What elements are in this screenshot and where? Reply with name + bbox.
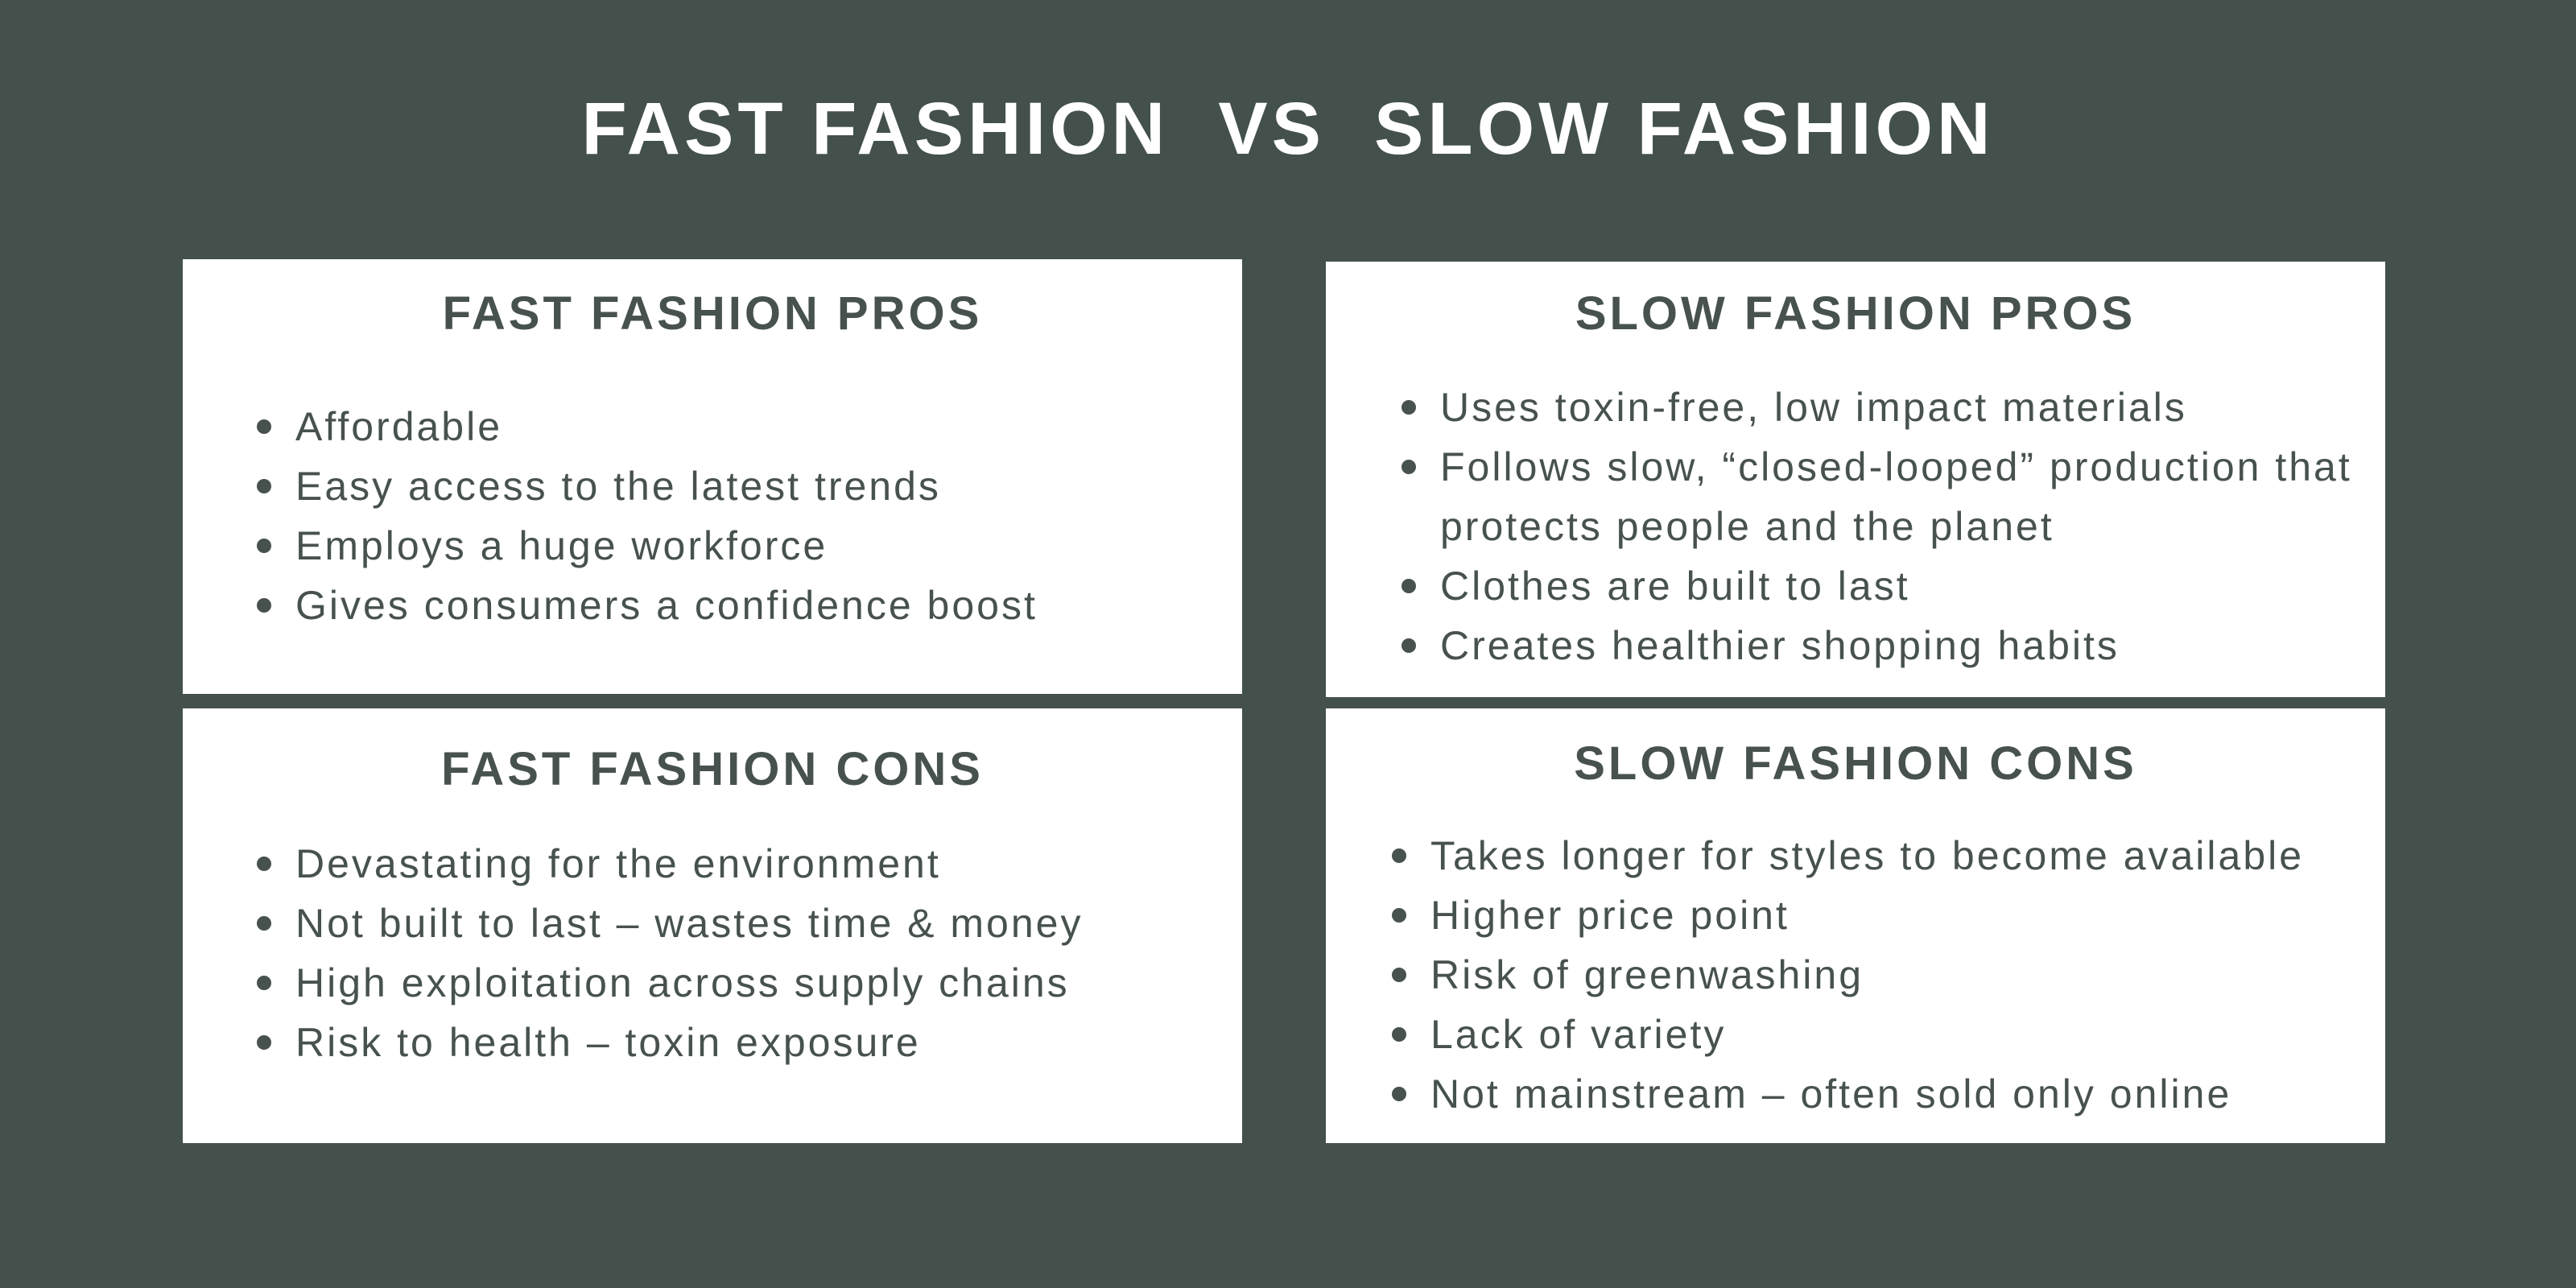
pros-list: Uses toxin-free, low impact materials Fo… xyxy=(1402,378,2358,675)
list-item: Risk to health – toxin exposure xyxy=(257,1013,1083,1072)
list-item: Uses toxin-free, low impact materials xyxy=(1402,378,2358,437)
bullet-icon xyxy=(1392,908,1406,923)
list-item: Follows slow, “closed-looped” production… xyxy=(1402,437,2358,556)
card-heading: FAST FASHION PROS xyxy=(442,287,983,340)
card-heading: FAST FASHION CONS xyxy=(441,743,984,795)
fast-fashion-cons-card: FAST FASHION CONS Devastating for the en… xyxy=(183,708,1242,1143)
list-item: Not built to last – wastes time & money xyxy=(257,894,1083,953)
bullet-icon xyxy=(257,857,271,871)
bullet-icon xyxy=(1392,968,1406,982)
fast-fashion-pros-card: FAST FASHION PROS Affordable Easy access… xyxy=(183,259,1242,694)
bullet-icon xyxy=(1392,1087,1406,1101)
pros-list: Affordable Easy access to the latest tre… xyxy=(257,397,1038,635)
list-item: Devastating for the environment xyxy=(257,834,1083,894)
bullet-icon xyxy=(257,419,271,434)
list-item: Lack of variety xyxy=(1392,1005,2304,1064)
list-item: Risk of greenwashing xyxy=(1392,945,2304,1005)
list-item: Easy access to the latest trends xyxy=(257,456,1038,516)
bullet-icon xyxy=(1392,848,1406,863)
list-item: Takes longer for styles to become availa… xyxy=(1392,826,2304,886)
slow-fashion-pros-card: SLOW FASHION PROS Uses toxin-free, low i… xyxy=(1326,262,2385,697)
bullet-icon xyxy=(1392,1027,1406,1042)
cons-list: Devastating for the environment Not buil… xyxy=(257,834,1083,1072)
bullet-icon xyxy=(257,539,271,553)
list-item: Employs a huge workforce xyxy=(257,516,1038,576)
bullet-icon xyxy=(1402,579,1416,593)
bullet-icon xyxy=(257,598,271,613)
list-item: Gives consumers a confidence boost xyxy=(257,576,1038,635)
bullet-icon xyxy=(257,479,271,493)
list-item: Clothes are built to last xyxy=(1402,556,2358,616)
list-item: Not mainstream – often sold only online xyxy=(1392,1064,2304,1124)
bullet-icon xyxy=(1402,638,1416,653)
card-heading: SLOW FASHION CONS xyxy=(1574,737,2137,790)
list-item: Creates healthier shopping habits xyxy=(1402,616,2358,675)
bullet-icon xyxy=(1402,460,1416,474)
bullet-icon xyxy=(257,1035,271,1050)
list-item: Affordable xyxy=(257,397,1038,456)
card-heading: SLOW FASHION PROS xyxy=(1575,287,2136,340)
page-title: FAST FASHION VS SLOW FASHION xyxy=(581,88,1995,170)
bullet-icon xyxy=(1402,400,1416,415)
slow-fashion-cons-card: SLOW FASHION CONS Takes longer for style… xyxy=(1326,708,2385,1143)
bullet-icon xyxy=(257,916,271,931)
bullet-icon xyxy=(257,976,271,990)
list-item: High exploitation across supply chains xyxy=(257,953,1083,1013)
list-item: Higher price point xyxy=(1392,886,2304,945)
cons-list: Takes longer for styles to become availa… xyxy=(1392,826,2304,1124)
